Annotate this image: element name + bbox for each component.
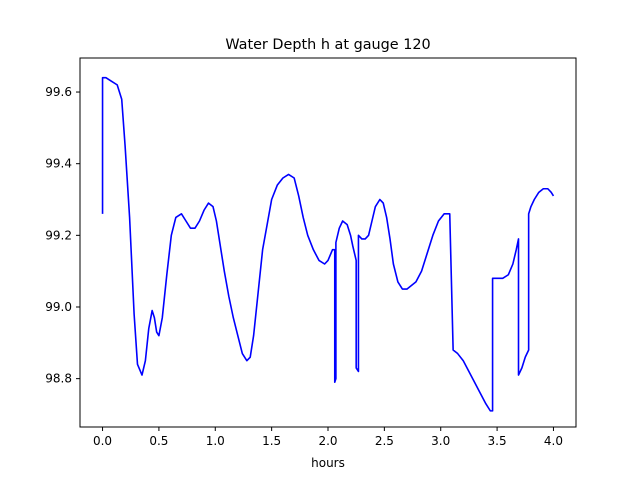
x-axis-label: hours (311, 456, 345, 470)
x-tick-label: 1.0 (206, 434, 225, 448)
x-tick-label: 2.5 (375, 434, 394, 448)
x-tick-label: 0.5 (149, 434, 168, 448)
y-tick-label: 98.8 (45, 372, 72, 386)
x-tick-label: 4.0 (544, 434, 563, 448)
water-depth-line (101, 76, 555, 412)
x-tick-label: 0.0 (93, 434, 112, 448)
x-tick-label: 2.0 (318, 434, 337, 448)
y-tick-label: 99.4 (45, 157, 72, 171)
y-tick-label: 99.0 (45, 300, 72, 314)
y-tick-label: 99.2 (45, 228, 72, 242)
x-tick-label: 3.0 (431, 434, 450, 448)
plot-layer (101, 76, 555, 412)
chart-title: Water Depth h at gauge 120 (225, 37, 430, 53)
axes-frame (79, 57, 577, 428)
y-tick-label: 99.6 (45, 85, 72, 99)
x-tick-label: 3.5 (488, 434, 507, 448)
x-tick-label: 1.5 (262, 434, 281, 448)
x-axis-ticks: 0.0 0.5 1.0 1.5 2.0 2.5 3.0 3.5 4.0 (93, 427, 563, 448)
y-axis-ticks: 98.8 99.0 99.2 99.4 99.6 (45, 85, 80, 386)
